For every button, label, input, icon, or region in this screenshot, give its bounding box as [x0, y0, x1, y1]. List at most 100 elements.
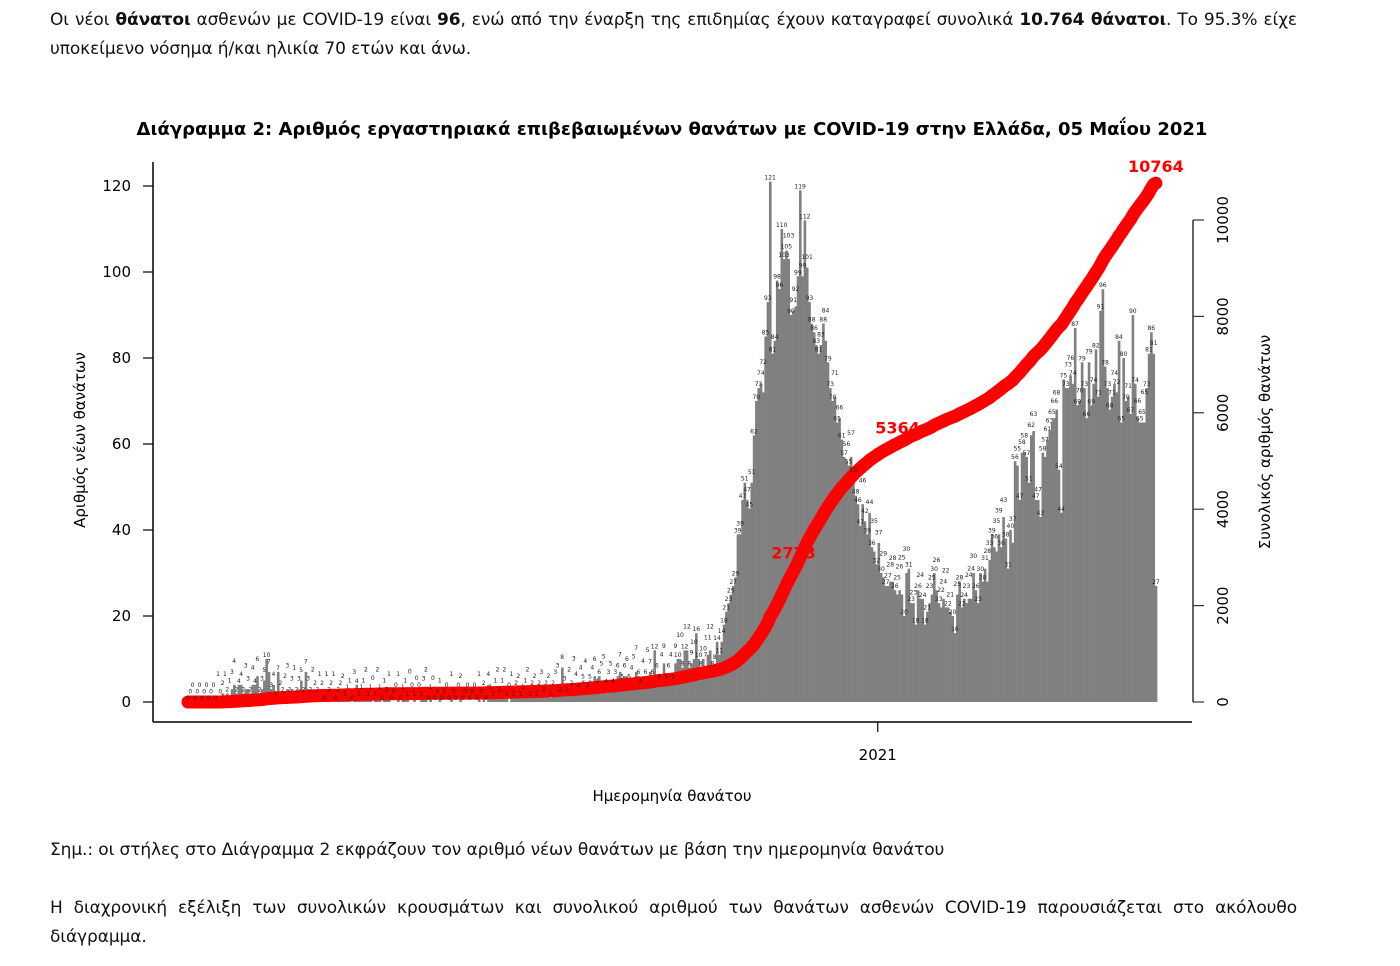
bar: [805, 267, 809, 702]
bar: [932, 573, 936, 702]
bar-value-label: 0: [452, 688, 456, 695]
bar: [547, 693, 550, 702]
bar: [801, 276, 804, 702]
bar-value-label: 39: [988, 527, 996, 534]
bar: [926, 611, 929, 702]
bar-value-label: 1: [403, 678, 407, 685]
bar-value-label: 84: [1115, 334, 1123, 341]
bar: [969, 598, 973, 702]
right-axis-ticks: 0 2000 4000 6000 8000 10000: [1193, 196, 1232, 707]
bar-value-label: 0: [479, 688, 483, 695]
bars-group: [216, 181, 1158, 703]
bar-value-label: 4: [583, 658, 587, 665]
bar-value-label: 1: [449, 671, 453, 678]
bar-value-label: 88: [819, 317, 827, 324]
bar-value-label: 51: [741, 476, 749, 483]
bar-value-label: 2: [544, 680, 548, 687]
bar-value-label: 5: [632, 654, 636, 661]
bar-value-label: 18: [720, 618, 728, 625]
bar: [738, 534, 742, 702]
bar-value-label: 65: [1138, 409, 1146, 416]
bar-value-label: 2: [225, 686, 229, 693]
bar: [489, 697, 493, 702]
bar: [304, 671, 308, 702]
bar-value-label: 1: [429, 684, 433, 691]
bar: [263, 680, 266, 702]
bar-value-label: 43: [1037, 510, 1045, 517]
bar: [704, 671, 707, 702]
bar-value-label: 96: [1099, 282, 1107, 289]
bar-value-label: 4: [239, 671, 243, 678]
bar-value-label: 26: [972, 583, 980, 590]
bar-value-label: 2: [570, 680, 574, 687]
cumulative-labels-group: 2773 5364 10764: [771, 157, 1183, 562]
intro-bold-deaths: θάνατοι: [115, 10, 191, 30]
bar-value-label: 88: [808, 317, 816, 324]
bar-value-label: 9: [673, 643, 677, 650]
bar-value-label: 3: [244, 662, 248, 669]
bar-value-label: 90: [1129, 308, 1137, 315]
bar-value-label: 70: [752, 394, 760, 401]
bar-value-label: 26: [914, 583, 922, 590]
bar-value-label: 2: [242, 686, 246, 693]
bar-value-label: 1: [373, 691, 377, 698]
bar-value-label: 4: [272, 671, 276, 678]
bar-value-label: 3: [246, 676, 250, 683]
bar-value-label: 23: [725, 596, 733, 603]
bar-value-label: 66: [1083, 411, 1091, 418]
bar-value-label: 44: [866, 499, 874, 506]
bar-value-label: 83: [812, 338, 820, 345]
bar: [1027, 482, 1031, 702]
bar-value-label: 57: [1023, 450, 1031, 457]
bar: [688, 667, 691, 702]
bar-value-label: 23: [974, 596, 982, 603]
bar: [494, 697, 497, 702]
bar-value-label: 0: [371, 675, 375, 682]
bar-value-label: 3: [613, 669, 617, 676]
bar: [711, 667, 714, 702]
bar: [921, 598, 925, 702]
bar-value-label: 2: [537, 680, 541, 687]
bar: [611, 684, 615, 702]
bar: [898, 590, 901, 702]
bar-value-label: 24: [916, 572, 924, 579]
bar-value-label: 8: [560, 654, 564, 661]
bar-value-label: 8: [687, 661, 691, 668]
bar-value-label: 1: [512, 691, 516, 698]
bar-value-label: 65: [1048, 409, 1056, 416]
bar-value-label: 8: [699, 661, 703, 668]
bar: [544, 693, 548, 702]
bar: [755, 401, 758, 702]
bar-value-label: 23: [935, 596, 943, 603]
bar-value-label: 0: [211, 682, 215, 689]
bar: [542, 693, 546, 702]
bar: [727, 603, 730, 702]
bar: [1090, 405, 1093, 702]
bar: [944, 607, 948, 702]
x-axis-ticks: 2021: [859, 722, 897, 764]
bar-value-label: 36: [990, 534, 998, 541]
deaths-chart: Διάγραμμα 2: Αριθμός εργαστηριακά επιβεβ…: [71, 117, 1274, 805]
bar-value-label: 31: [981, 555, 989, 562]
bar-value-label: 6: [625, 656, 629, 663]
bar-value-label: 2: [526, 667, 530, 674]
bar: [1039, 517, 1042, 702]
bar-value-label: 35: [870, 518, 878, 525]
bar: [1069, 375, 1072, 702]
bar: [792, 310, 795, 702]
bar-value-label: 99: [799, 263, 807, 270]
bar-value-label: 36: [997, 540, 1005, 547]
bar-value-label: 42: [861, 508, 869, 515]
intro-text: Οι νέοι: [50, 10, 116, 30]
bar-value-label: 9: [662, 643, 666, 650]
bar-value-label: 44: [1057, 506, 1065, 513]
bar: [840, 439, 844, 702]
bar: [1138, 422, 1142, 702]
bar: [512, 697, 516, 702]
bar: [655, 676, 659, 702]
bar-value-label: 3: [556, 662, 560, 669]
bar-value-label: 2: [496, 667, 500, 674]
bar: [1145, 388, 1149, 702]
bar-value-label: 1: [438, 678, 442, 685]
chart-note: Σημ.: οι στήλες στο Διάγραμμα 2 εκφράζου…: [50, 840, 945, 860]
